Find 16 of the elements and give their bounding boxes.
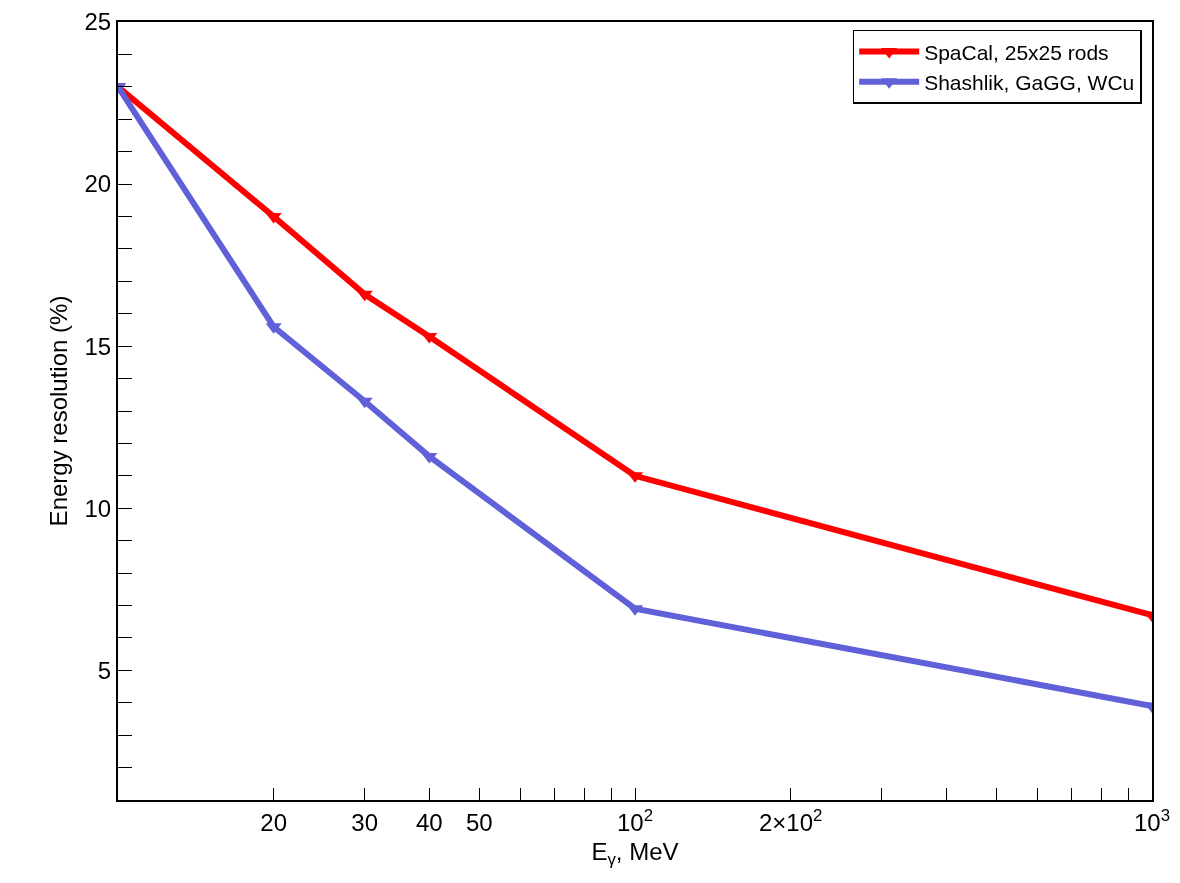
- y-tick-label: 25: [84, 8, 112, 36]
- x-tick-label: 20: [260, 808, 287, 836]
- y-tick-label: 15: [84, 332, 112, 360]
- x-axis-title: E$_{γ}$, MeV: [591, 837, 679, 869]
- x-tick-label: 10$^{2}$: [616, 805, 654, 836]
- x-tick-label: 10$^{3}$: [1133, 805, 1171, 836]
- x-tick-label: 30: [351, 808, 379, 836]
- y-tick-label: 5: [97, 656, 112, 684]
- y-tick-label: 20: [84, 170, 112, 198]
- legend-label: Shashlik, GaGG, WCu: [924, 70, 1135, 94]
- y-axis-title: Energy resolution (%): [45, 295, 73, 527]
- x-tick-label: 2×10$^{2}$: [758, 805, 823, 836]
- x-tick-label: 40: [415, 808, 443, 836]
- y-tick-label: 10: [84, 494, 112, 522]
- x-tick-label: 50: [466, 808, 493, 836]
- legend-label: SpaCal, 25x25 rods: [924, 40, 1109, 64]
